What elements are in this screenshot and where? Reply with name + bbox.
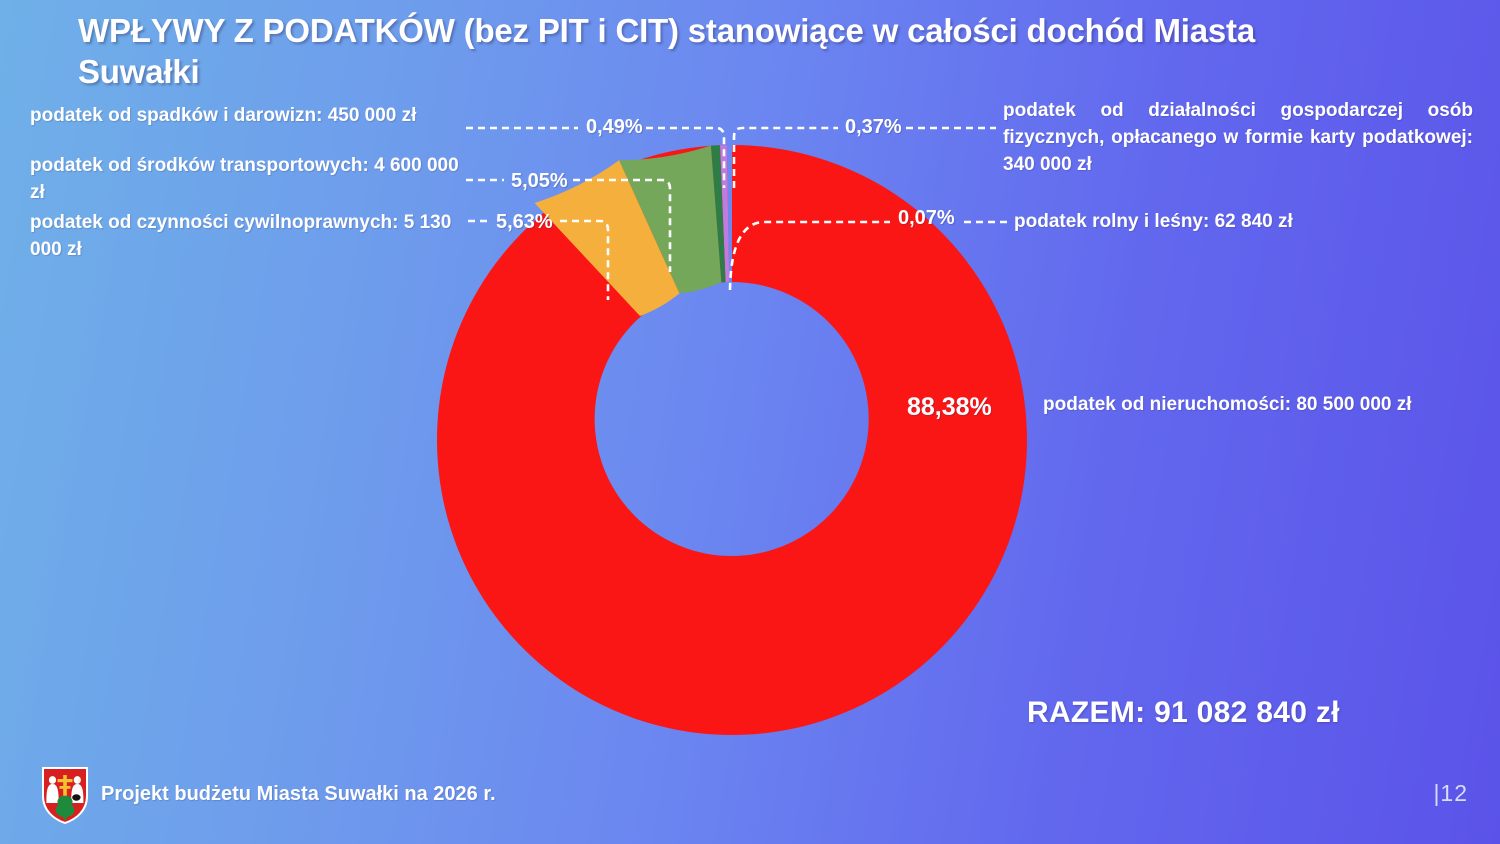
percent-podatek-rolny-i-lesny: 0,07% (898, 207, 955, 229)
page-title: WPŁYWY Z PODATKÓW (bez PIT i CIT) stanow… (78, 12, 1255, 91)
label-podatek-od-czynnosci-cywilnoprawnych: podatek od czynności cywilnoprawnych: 5 … (30, 212, 452, 260)
label-podatek-rolny-i-lesny: podatek rolny i leśny: 62 840 zł (1014, 211, 1293, 232)
percent-podatek-od-srodkow-transportowych: 5,05% (511, 170, 568, 192)
label-podatek-od-nieruchomosci: podatek od nieruchomości: 80 500 000 zł (1043, 394, 1412, 415)
percent-podatek-od-nieruchomosci: 88,38% (907, 393, 992, 421)
label-podatek-karta-podatkowa: podatek od działalności gospodarczej osó… (1003, 100, 1473, 175)
coat-of-arms-icon (42, 767, 88, 824)
total-amount: RAZEM: 91 082 840 zł (1027, 696, 1340, 729)
percent-podatek-od-czynnosci-cywilnoprawnych: 5,63% (496, 211, 553, 233)
footer-caption: Projekt budżetu Miasta Suwałki na 2026 r… (101, 783, 496, 805)
label-podatek-od-spadkow-i-darowizn: podatek od spadków i darowizn: 450 000 z… (30, 105, 417, 126)
percent-podatek-od-spadkow-i-darowizn: 0,49% (586, 116, 643, 138)
page-number: |12 (1433, 780, 1468, 806)
label-podatek-od-srodkow-transportowych: podatek od środków transportowych: 4 600… (30, 155, 459, 203)
percent-podatek-karta-podatkowa: 0,37% (845, 116, 902, 138)
